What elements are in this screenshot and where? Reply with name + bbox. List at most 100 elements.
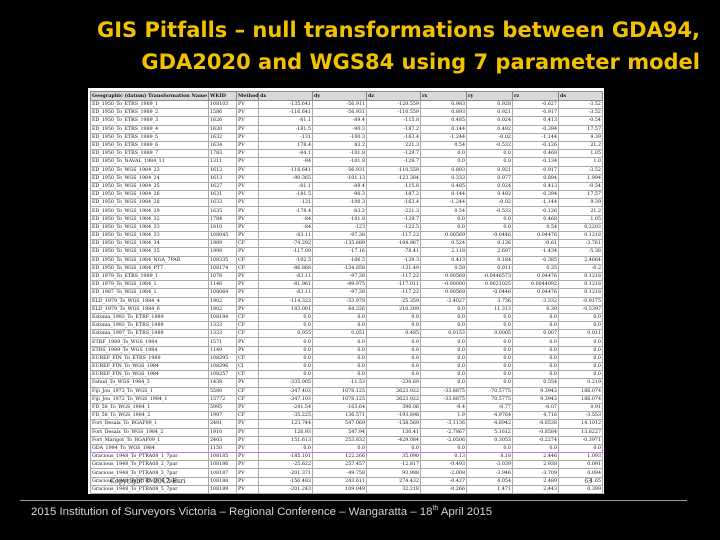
table-cell: -178.4 (258, 206, 313, 216)
table-cell: 0.0 (466, 222, 513, 233)
table-cell: PV (236, 427, 259, 437)
table-cell: -0.385 (512, 255, 559, 265)
table-row: ED_1950_To_WGS_1984_24 1613 PV -90.365 -101.… (90, 173, 603, 183)
table-cell: 0.1218 (558, 230, 603, 241)
table-cell: EUREF_FIN_To_ETRS_1989 (90, 353, 209, 364)
table-cell: 0.0 (512, 361, 559, 372)
table-cell: Fiji_Jou_1972_To_WGS_1984_1 (90, 394, 209, 404)
table-cell: -1.434 (512, 247, 559, 257)
table-cell: 0.144 (420, 190, 467, 200)
table-body: ED_1950_To_ETRS_1989_1 108103 PV -135.641 -5… (90, 99, 603, 494)
table-cell: -5.38 (558, 247, 603, 257)
table-cell: 0.219 (558, 378, 603, 388)
table-cell: 3.736 (466, 296, 513, 306)
table-row: ED_1950_To_WGS_1984_26 1631 PV -181.5 -90.3-… (90, 190, 603, 200)
table-cell: -131.49 (366, 263, 421, 273)
table-cell: PV (236, 345, 259, 355)
table-cell: 0.0 (420, 304, 467, 314)
table-cell: -0.917 (512, 165, 559, 175)
table-cell: 0.0 (420, 312, 467, 323)
table-cell: 210.209 (366, 304, 421, 314)
table-cell: 0.0 (558, 361, 603, 372)
table-cell: 221.3 (366, 140, 421, 151)
table-cell: PV (236, 149, 259, 159)
table-cell: -84 (258, 222, 313, 233)
table-cell: -12.817 (366, 460, 421, 470)
table-cell: 0.0 (466, 157, 513, 167)
table-cell: 108186 (208, 460, 237, 470)
table-cell: -106.5 (312, 255, 367, 265)
table-cell: PV (236, 140, 259, 151)
table-cell: PV (236, 206, 259, 216)
table-cell: ED_1950_To_WGS_1984_35 (90, 247, 209, 257)
table-cell: 5995 (208, 402, 237, 413)
table-cell: 1.05 (558, 214, 603, 224)
table-cell: PV (236, 247, 259, 257)
table-cell: 0.0 (420, 222, 467, 233)
table-cell: -56.931 (312, 108, 367, 118)
table-cell: 0.413 (420, 255, 467, 265)
table-cell: -90.3 (312, 124, 367, 134)
table-cell: -3.039 (466, 460, 513, 470)
table-cell: PV (236, 402, 259, 413)
table-row: Estonia_1997_To_ETRS_1989 1333 CF 0.055 0.05… (90, 329, 603, 339)
table-cell: 108335 (208, 255, 237, 265)
table-row: ED_1950_To_WGS_1984_28 1633 PV -131 -100.3 -1… (90, 198, 603, 208)
table-cell: 17.57 (558, 124, 603, 134)
table-cell: -3.761 (558, 239, 603, 249)
slide-title: GIS Pitfalls – null transformations betw… (20, 14, 700, 78)
table-cell: 0.0 (366, 353, 421, 364)
table-cell: -163.4 (366, 198, 421, 208)
table-cell: -187.2 (366, 124, 421, 134)
table-row: Gracious_1948_To_PTRA08_2_7par 108186 PV -2… (90, 460, 603, 470)
table-cell: 186.074 (558, 386, 603, 396)
table-cell: Estonia_1992_To_ETRS_1989 (90, 321, 209, 331)
table-cell: -201.243 (258, 484, 313, 494)
table-cell: 0.0 (312, 443, 367, 454)
table-cell: 108064 (208, 288, 237, 298)
footer-text-main: 2015 Institution of Surveyors Victoria –… (31, 505, 433, 518)
table-cell: 0.0 (558, 370, 603, 380)
table-cell: 0.0153 (420, 329, 467, 339)
table-cell: -101.8 (312, 214, 367, 224)
table-cell: PV (236, 190, 259, 200)
table-cell: -115.8 (366, 116, 421, 126)
table-cell: ETRS_1989_To_WGS_1984 (90, 345, 209, 355)
table-cell: 0.094 (558, 468, 603, 478)
table-cell: Fiji_Jou_1972_To_WGS_1 (90, 386, 209, 396)
table-cell: 2623.922 (366, 394, 421, 404)
table-cell: 108045 (208, 230, 237, 241)
table-cell: 1998 (208, 247, 237, 257)
table-cell: EUREF_FIN_To_WGS_1984 (90, 361, 209, 372)
table-cell: 0.0 (466, 443, 513, 454)
column-header: rx (420, 91, 467, 101)
table-cell: 2.443 (512, 484, 559, 494)
table-cell: 2.118 (420, 247, 467, 257)
table-row: EUREF_FIN_To_WGS_1984 108257 CF 0.0 0.0 0.0 0.… (90, 370, 603, 380)
table-cell: 0.0 (366, 312, 421, 323)
table-cell: 17.57 (558, 190, 603, 200)
table-cell: 0.54 (420, 206, 467, 216)
table-cell: -78.41 (366, 247, 421, 257)
table-cell: 1586 (208, 108, 237, 118)
table-cell: -0.8584 (512, 427, 559, 437)
table-header-row: Geographic (datum) Transformation Name WK… (90, 91, 603, 101)
table-cell: -0.627 (512, 99, 559, 110)
table-cell: 0.0 (420, 361, 467, 372)
table-cell: 0.0 (558, 312, 603, 323)
table-cell: Estonia_1992_To_ETRF_1989 (90, 312, 209, 323)
table-cell: -89.975 (312, 280, 367, 290)
table-row: ED_1950_To_NAVAL_1984_11 1311 PV -84 -101.8-… (90, 157, 603, 167)
table-cell: 5580 (208, 386, 237, 396)
column-header: Method (236, 91, 259, 101)
table-cell: ED_1950_To_WGS_1984_25 (90, 181, 209, 192)
table-row: ED_1950_To_ETRS_1989_1 108103 PV -135.641 -5… (90, 99, 603, 110)
table-cell: CF (236, 263, 259, 273)
table-cell: -0.394 (512, 190, 559, 200)
table-cell: PV (236, 484, 259, 494)
table-cell: 108174 (208, 263, 237, 273)
table-cell: CF (236, 394, 259, 404)
table-cell: 21.2 (558, 140, 603, 151)
table-cell: 0.54 (420, 140, 467, 151)
table-cell: -117.09 (258, 247, 313, 257)
